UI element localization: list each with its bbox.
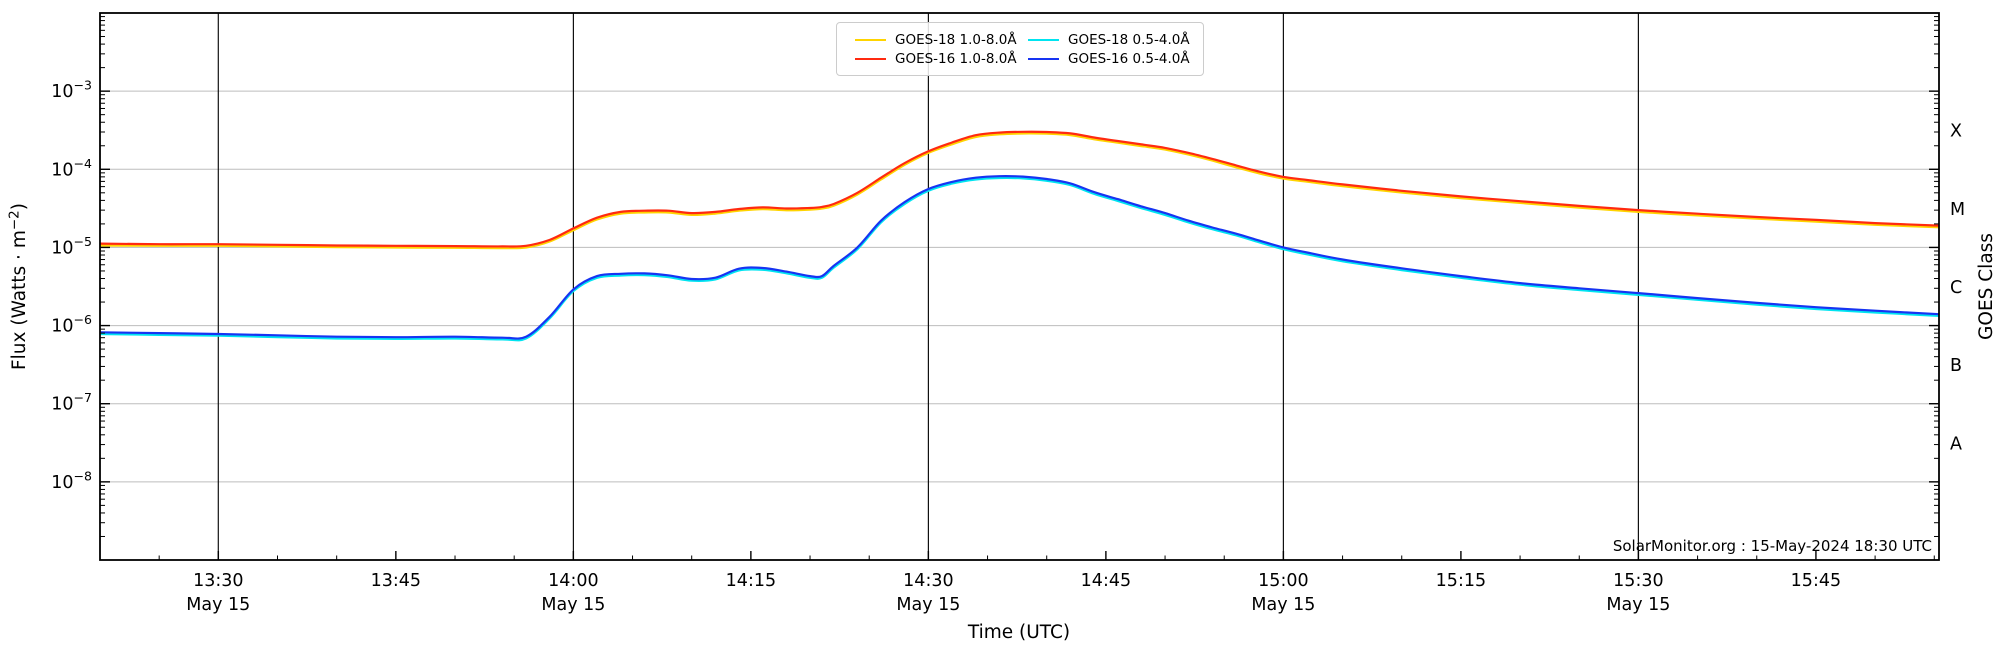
goes-class-letter-A: A: [1950, 434, 1962, 454]
x-tick-labels: 13:30 May 15 13:45 14:00 May 15 14:15 14:30 May…: [186, 571, 1841, 615]
goes-class-letter-X: X: [1950, 122, 1962, 142]
legend-item-goes16-short: GOES-16 0.5-4.0Å: [1020, 51, 1193, 67]
y-tick-labels: 10−3 10−4 10−5 10−6 10−7 10−8: [51, 78, 92, 493]
legend-label: GOES-16 1.0-8.0Å: [895, 50, 1017, 67]
goes16-short-curve: [100, 175, 1939, 340]
x-tick-label-13:45: 13:45: [371, 571, 421, 591]
x-tick-date-13:30: May 15: [186, 595, 250, 615]
legend-label: GOES-16 0.5-4.0Å: [1068, 50, 1190, 67]
x-axis-label-time: Time (UTC): [967, 622, 1070, 643]
horizontal-gridlines: [100, 90, 1939, 483]
x-tick-label-14:00: 14:00: [548, 571, 598, 591]
goes18-long-line-swatch: [855, 38, 886, 41]
x-tick-date-15:30: May 15: [1606, 595, 1670, 615]
y-tick-label-1e-3: 10−3: [51, 78, 92, 103]
goes-class-letter-C: C: [1950, 278, 1962, 298]
goes18-short-line-swatch: [1028, 38, 1059, 41]
y-tick-label-1e-4: 10−4: [51, 156, 92, 181]
goes16-long-curve: [100, 130, 1939, 248]
legend-item-goes18-long: GOES-18 1.0-8.0Å: [847, 32, 1020, 48]
x-tick-label-13:30: 13:30: [193, 571, 243, 591]
watermark-solarmonitor: SolarMonitor.org : 15-May-2024 18:30 UTC: [1613, 537, 1932, 555]
legend-item-goes18-short: GOES-18 0.5-4.0Å: [1020, 32, 1193, 48]
y-tick-label-1e-7: 10−7: [51, 390, 92, 415]
y-axis-label-flux: Flux (Watts · m−2): [7, 203, 31, 370]
x-tick-label-14:30: 14:30: [903, 571, 953, 591]
x-tick-date-14:30: May 15: [896, 595, 960, 615]
x-tick-date-14:00: May 15: [541, 595, 605, 615]
legend-label: GOES-18 0.5-4.0Å: [1068, 31, 1190, 48]
goes16-short-line-swatch: [1028, 57, 1059, 60]
y-tick-label-1e-6: 10−6: [51, 312, 92, 337]
goes18-long-curve: [100, 132, 1939, 250]
x-tick-label-15:15: 15:15: [1436, 571, 1486, 591]
plot-frame: [99, 12, 1940, 561]
y-axis-label-goes-class: GOES Class: [1976, 233, 1997, 340]
x-tick-label-15:00: 15:00: [1258, 571, 1308, 591]
x-tick-label-15:30: 15:30: [1613, 571, 1663, 591]
legend-item-goes16-long: GOES-16 1.0-8.0Å: [847, 51, 1020, 67]
goes-class-letter-M: M: [1950, 200, 1965, 220]
x-tick-label-14:15: 14:15: [726, 571, 776, 591]
goes18-short-curve: [100, 176, 1939, 342]
y-tick-label-1e-8: 10−8: [51, 468, 92, 493]
x-tick-label-15:45: 15:45: [1791, 571, 1841, 591]
legend-label: GOES-18 1.0-8.0Å: [895, 31, 1017, 48]
legend-box: GOES-18 1.0-8.0Å GOES-18 0.5-4.0Å GOES-1…: [836, 22, 1204, 76]
axis-ticks: [100, 16, 1939, 560]
vertical-gridlines: [217, 13, 1640, 560]
goes-class-letter-B: B: [1950, 356, 1962, 376]
x-tick-date-15:00: May 15: [1251, 595, 1315, 615]
goes-class-letters: X M C B A: [1950, 122, 1965, 455]
y-tick-label-1e-5: 10−5: [51, 234, 92, 259]
flux-curves: [100, 130, 1939, 342]
x-tick-label-14:45: 14:45: [1081, 571, 1131, 591]
goes16-long-line-swatch: [855, 57, 886, 60]
